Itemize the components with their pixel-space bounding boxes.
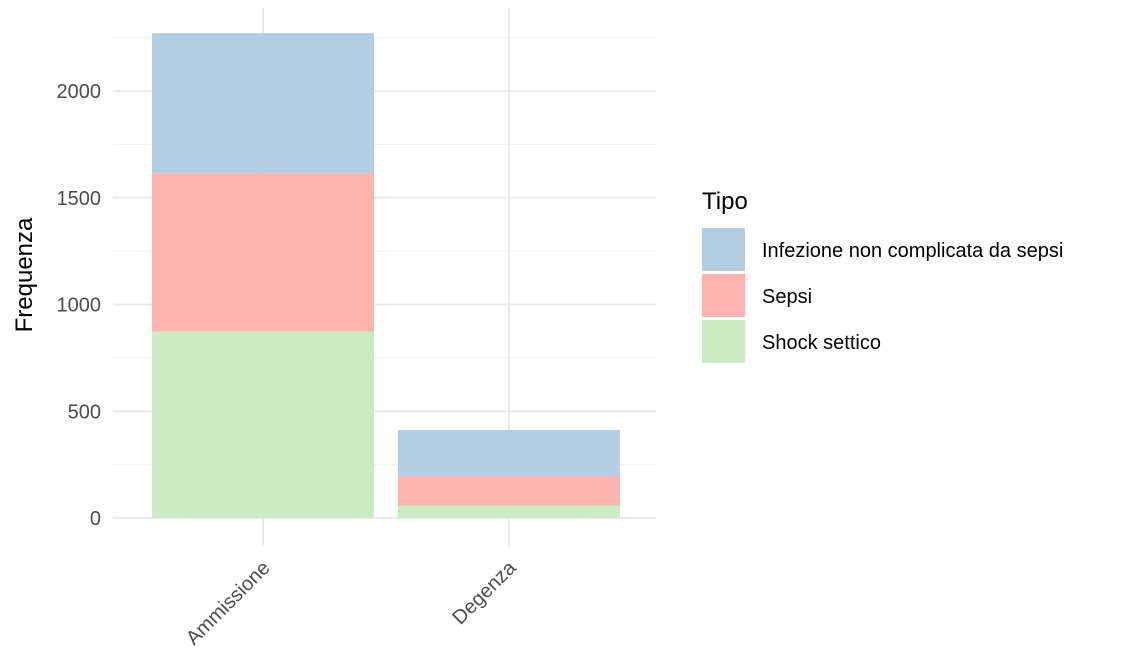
legend-swatch xyxy=(702,228,745,271)
bar-segment xyxy=(152,331,374,518)
y-tick-label: 0 xyxy=(90,508,101,530)
bar-segment xyxy=(398,505,620,518)
bar-segment xyxy=(152,33,374,174)
legend-swatch xyxy=(702,274,745,317)
bars xyxy=(152,33,620,518)
y-axis-tick-labels: 0 500 1000 1500 2000 xyxy=(57,81,102,530)
x-tick-label: Ammissione xyxy=(182,557,275,650)
y-tick-label: 500 xyxy=(68,401,101,423)
y-axis-title: Frequenza xyxy=(11,217,38,332)
legend-label: Sepsi xyxy=(762,286,812,308)
bar-segment xyxy=(152,173,374,332)
y-tick-label: 1000 xyxy=(57,295,102,317)
x-tick-label: Degenza xyxy=(448,556,521,629)
legend-title: Tipo xyxy=(702,188,748,215)
legend-label: Shock settico xyxy=(762,332,881,354)
bar-segment xyxy=(398,430,620,477)
legend: Tipo Infezione non complicata da sepsi Se… xyxy=(702,188,1063,363)
bar-segment xyxy=(398,476,620,506)
legend-swatch xyxy=(702,320,745,363)
y-tick-label: 2000 xyxy=(57,81,102,103)
x-axis-tick-labels: Ammissione Degenza xyxy=(182,556,521,649)
y-tick-label: 1500 xyxy=(57,188,102,210)
legend-label: Infezione non complicata da sepsi xyxy=(762,240,1063,262)
